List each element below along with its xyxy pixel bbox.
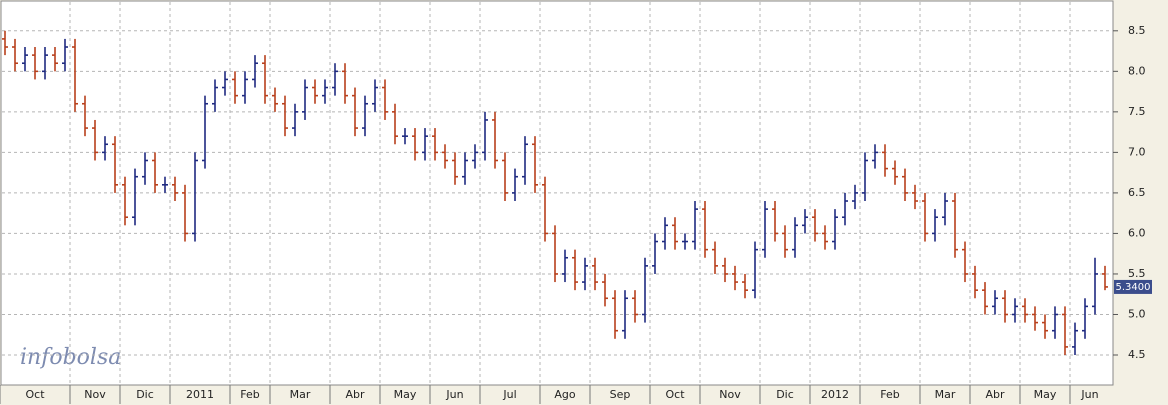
y-tick-label: 6.0 <box>1128 226 1146 239</box>
x-tick-label: Nov <box>84 388 106 401</box>
y-tick-label: 8.5 <box>1128 24 1146 37</box>
x-tick-label: Jun <box>445 388 463 401</box>
y-tick-label: 7.0 <box>1128 145 1146 158</box>
y-tick-label: 7.5 <box>1128 105 1146 118</box>
x-tick-label: Mar <box>290 388 311 401</box>
x-tick-label: Sep <box>610 388 631 401</box>
x-tick-label: Feb <box>880 388 899 401</box>
x-tick-label: Feb <box>240 388 259 401</box>
x-tick-label: Oct <box>665 388 685 401</box>
last-price-label: 5.3400 <box>1116 282 1151 293</box>
x-tick-label: 2012 <box>821 388 849 401</box>
x-tick-label: Nov <box>719 388 741 401</box>
y-tick-label: 6.5 <box>1128 186 1146 199</box>
x-tick-label: Dic <box>136 388 154 401</box>
x-tick-label: Abr <box>345 388 365 401</box>
x-tick-label: Jun <box>1080 388 1098 401</box>
x-tick-label: Oct <box>25 388 45 401</box>
y-tick-label: 5.0 <box>1128 307 1146 320</box>
x-tick-label: May <box>394 388 417 401</box>
watermark: infobolsa <box>20 345 121 370</box>
x-tick-label: Dic <box>776 388 794 401</box>
x-tick-label: Abr <box>985 388 1005 401</box>
x-tick-label: May <box>1034 388 1057 401</box>
x-tick-label: Ago <box>554 388 576 401</box>
x-tick-label: Jul <box>502 388 516 401</box>
y-tick-label: 8.0 <box>1128 64 1146 77</box>
y-tick-label: 4.5 <box>1128 348 1146 361</box>
x-tick-label: 2011 <box>186 388 214 401</box>
last-price-box <box>1114 279 1152 294</box>
x-tick-label: Mar <box>935 388 956 401</box>
y-tick-label: 5.5 <box>1128 267 1146 280</box>
